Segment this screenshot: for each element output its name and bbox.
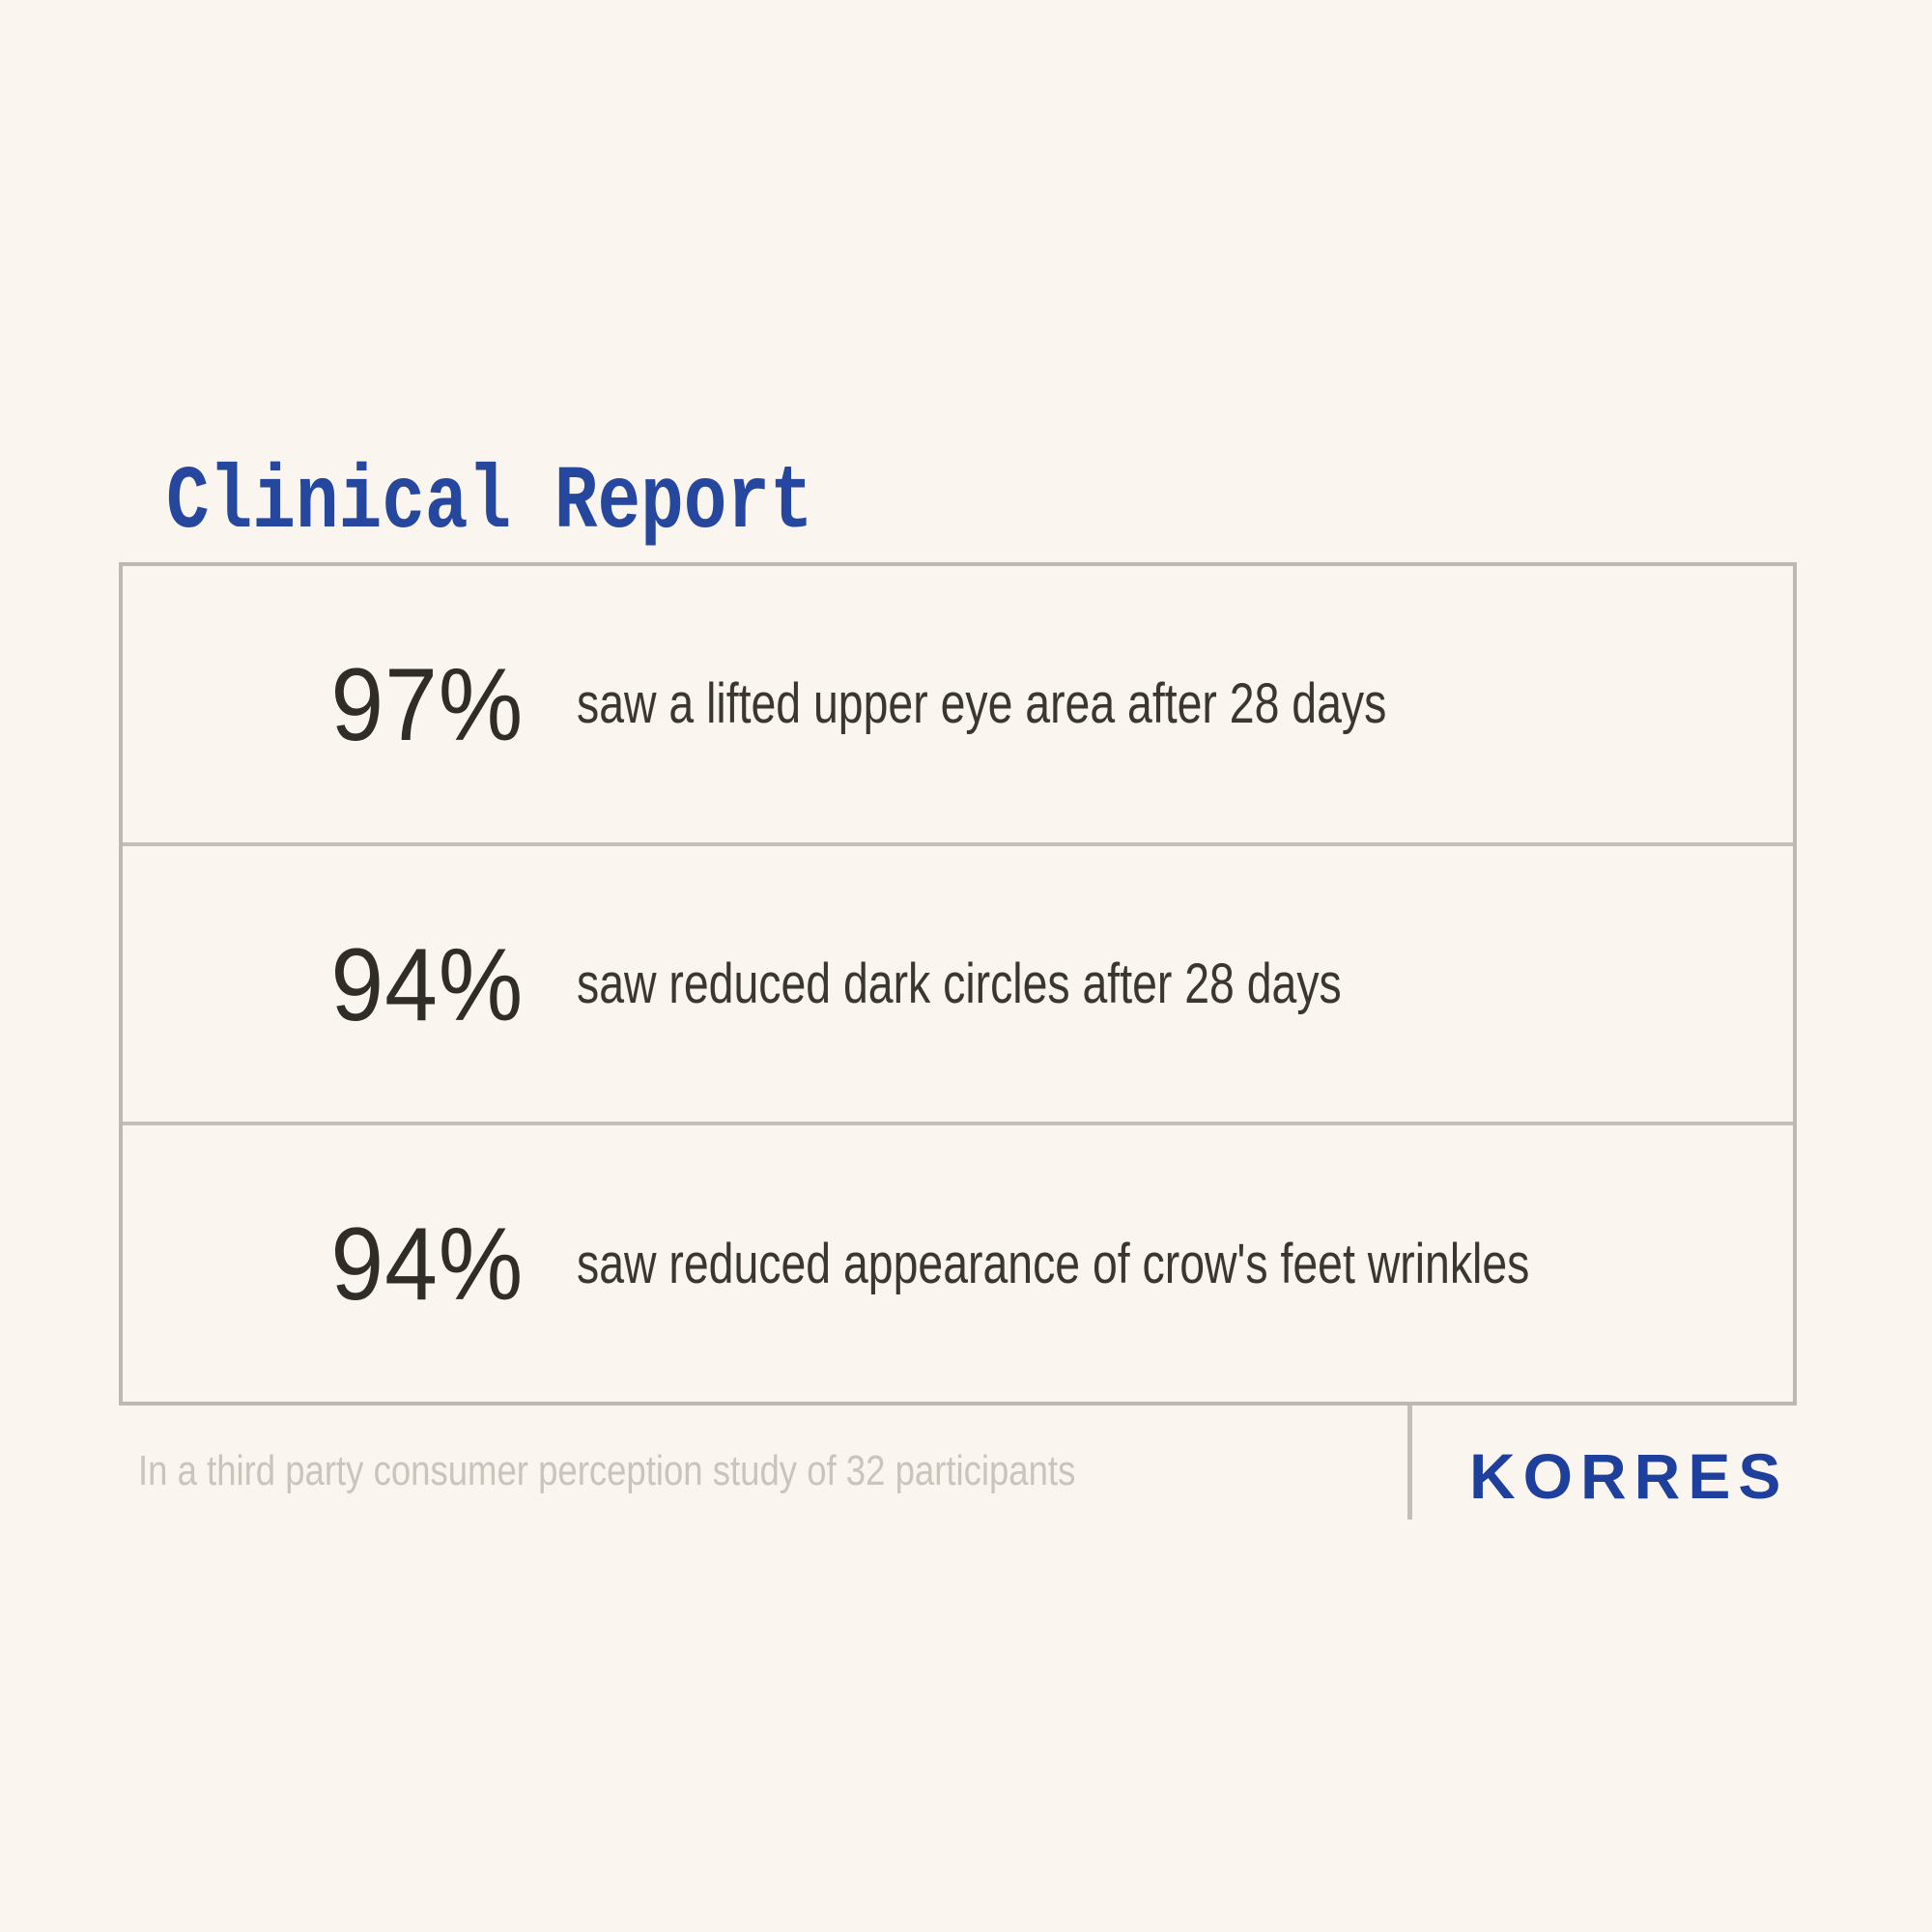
stat-description: saw reduced appearance of crow's feet wr… bbox=[577, 1232, 1530, 1295]
table-row: 94% saw reduced appearance of crow's fee… bbox=[123, 1122, 1793, 1402]
korres-logo: KORRES bbox=[1469, 1440, 1789, 1512]
stat-percent: 97% bbox=[330, 645, 525, 762]
stat-percent: 94% bbox=[330, 925, 525, 1042]
stat-description: saw reduced dark circles after 28 days bbox=[577, 952, 1342, 1015]
clinical-report-table: 97% saw a lifted upper eye area after 28… bbox=[119, 562, 1797, 1406]
footer-divider bbox=[1407, 1406, 1412, 1520]
page-title: Clinical Report bbox=[166, 452, 813, 554]
table-row: 94% saw reduced dark circles after 28 da… bbox=[123, 841, 1793, 1122]
stat-percent: 94% bbox=[330, 1206, 525, 1322]
study-footnote: In a third party consumer perception stu… bbox=[138, 1447, 1076, 1494]
stat-description: saw a lifted upper eye area after 28 day… bbox=[577, 672, 1387, 736]
table-row: 97% saw a lifted upper eye area after 28… bbox=[123, 566, 1793, 842]
